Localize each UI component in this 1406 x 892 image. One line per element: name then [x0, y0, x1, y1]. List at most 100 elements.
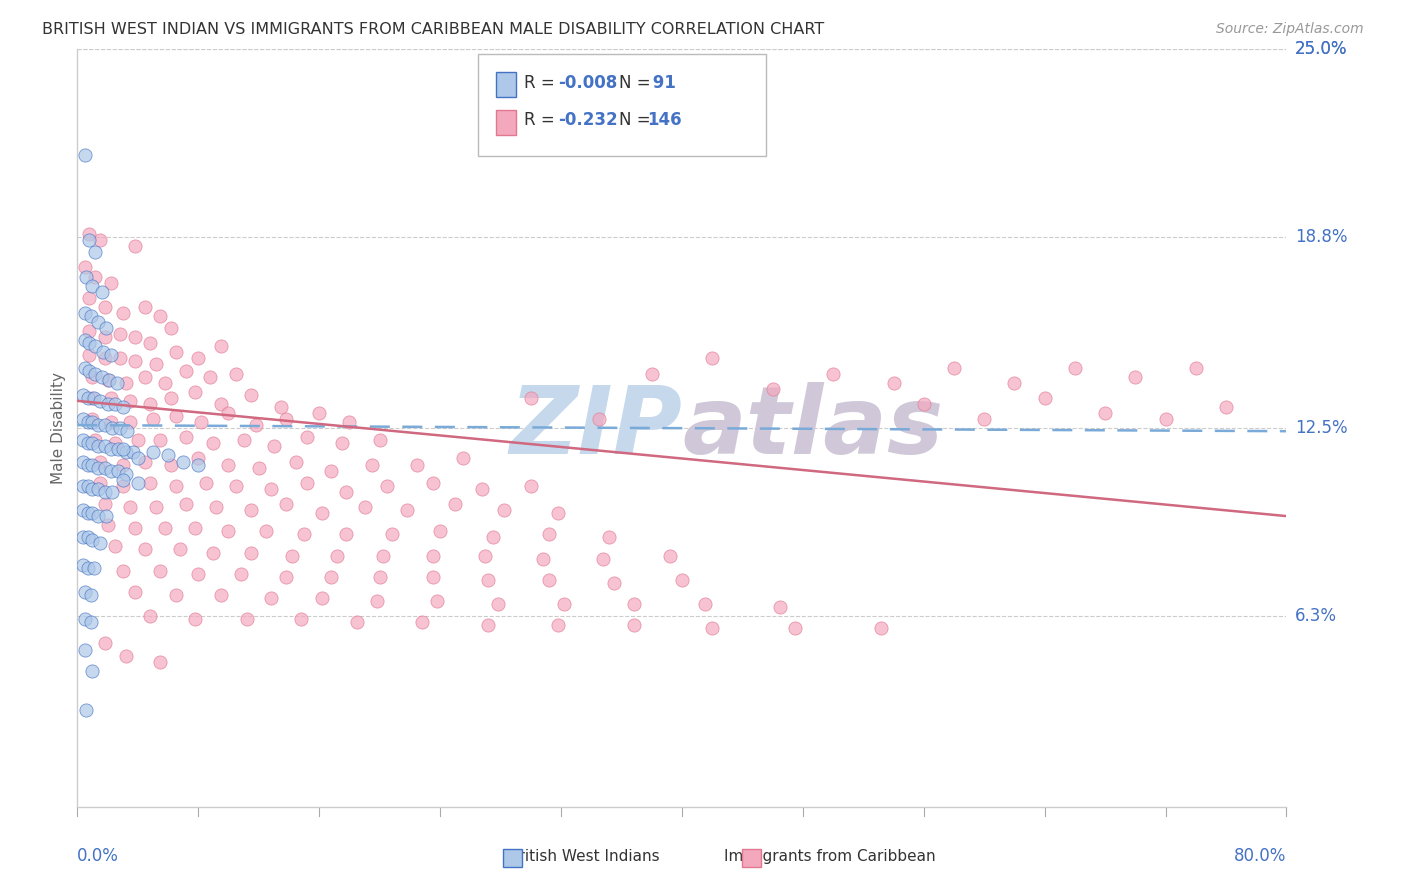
Point [153, 521, 176, 535]
Point [87, 315, 110, 329]
Point [1123, 369, 1146, 384]
Point [270, 400, 292, 414]
Text: 146: 146 [647, 112, 682, 129]
Point [73, 642, 96, 657]
Point [693, 597, 716, 611]
Point [537, 573, 560, 587]
Text: 18.8%: 18.8% [1295, 228, 1347, 246]
Point [82, 369, 104, 384]
Point [111, 479, 134, 493]
Point [122, 445, 145, 459]
Point [194, 475, 217, 490]
Text: -0.008: -0.008 [558, 74, 617, 92]
Point [471, 482, 494, 496]
Point [82, 278, 104, 293]
Point [184, 521, 207, 535]
Text: 25.0%: 25.0% [1295, 40, 1347, 58]
Point [93, 484, 115, 499]
Point [82, 391, 104, 405]
Point [623, 618, 645, 632]
Point [90, 285, 112, 299]
Point [1033, 391, 1056, 405]
Point [254, 524, 277, 539]
Point [202, 436, 225, 450]
Point [346, 615, 368, 630]
Point [520, 391, 543, 405]
Point [209, 339, 232, 353]
Point [311, 591, 333, 605]
Point [75, 703, 97, 717]
Point [73, 148, 96, 162]
Point [149, 434, 172, 448]
Point [184, 612, 207, 626]
Point [124, 330, 146, 344]
Point [79, 363, 101, 377]
Point [77, 506, 100, 520]
Point [588, 412, 610, 426]
Point [821, 367, 844, 381]
Point [114, 648, 136, 663]
Point [308, 406, 330, 420]
Point [104, 540, 127, 554]
Point [91, 345, 114, 359]
Point [547, 618, 569, 632]
Point [77, 391, 100, 405]
Point [260, 482, 283, 496]
Text: ZIP: ZIP [509, 382, 682, 475]
Point [120, 393, 142, 408]
Point [100, 276, 122, 290]
Point [321, 570, 343, 584]
Point [218, 406, 240, 420]
Point [285, 454, 308, 468]
Point [89, 233, 111, 247]
Point [114, 445, 136, 459]
Point [94, 509, 117, 524]
Point [202, 545, 225, 559]
Point [366, 594, 388, 608]
Point [160, 321, 183, 335]
Point [72, 412, 94, 426]
Point [82, 533, 104, 548]
Point [82, 664, 104, 678]
Point [274, 497, 297, 511]
Point [84, 269, 107, 284]
Point [111, 473, 134, 487]
Point [93, 330, 115, 344]
Point [149, 309, 172, 323]
Point [1184, 360, 1206, 375]
Point [260, 591, 283, 605]
Point [108, 327, 131, 342]
Point [361, 458, 384, 472]
Point [79, 227, 101, 241]
Point [474, 549, 496, 563]
Point [100, 391, 122, 405]
Point [124, 585, 146, 599]
Point [225, 479, 247, 493]
Point [94, 321, 117, 335]
Point [274, 412, 297, 426]
Point [107, 464, 129, 478]
Point [174, 497, 197, 511]
Text: N =: N = [619, 74, 655, 92]
Text: British West Indians: British West Indians [508, 849, 659, 863]
Point [100, 415, 122, 429]
Point [240, 388, 263, 402]
Point [598, 530, 620, 544]
Point [371, 549, 394, 563]
Point [422, 570, 444, 584]
Point [486, 597, 509, 611]
Point [422, 475, 444, 490]
Text: 25.0%: 25.0% [1295, 40, 1347, 58]
Point [641, 367, 664, 381]
Point [353, 500, 375, 514]
Point [93, 351, 115, 366]
Point [114, 376, 136, 390]
Point [93, 439, 115, 453]
Point [942, 360, 965, 375]
Point [80, 615, 103, 630]
Text: R =: R = [524, 112, 561, 129]
Point [73, 333, 96, 347]
Point [274, 570, 297, 584]
Point [77, 458, 100, 472]
Point [157, 449, 180, 463]
